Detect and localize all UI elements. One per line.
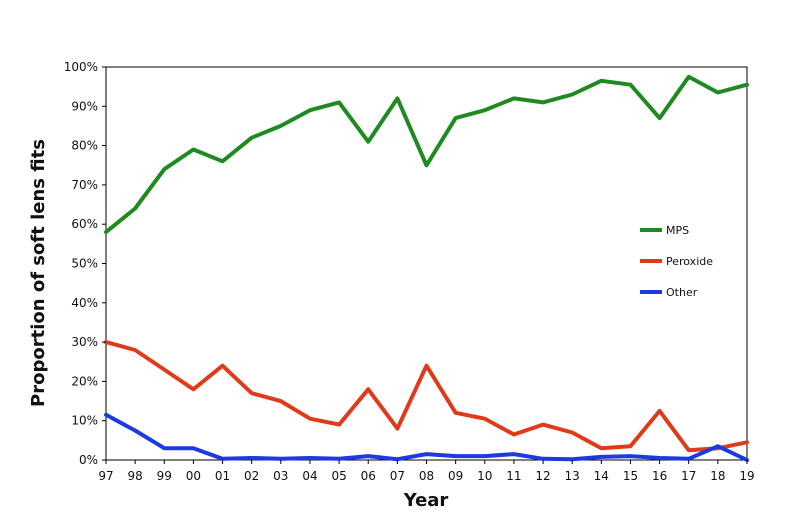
x-tick-label: 05 — [331, 469, 346, 483]
legend-label-other: Other — [666, 286, 698, 299]
x-tick-label: 17 — [681, 469, 696, 483]
plot-area — [105, 66, 748, 461]
x-tick-label: 12 — [535, 469, 550, 483]
y-tick-label: 50% — [71, 257, 98, 271]
x-tick-label: 06 — [361, 469, 376, 483]
series-line-peroxide — [104, 340, 749, 453]
x-tick-label: 10 — [477, 469, 492, 483]
x-tick-label: 13 — [565, 469, 580, 483]
series-layer — [104, 74, 749, 462]
y-tick-label: 90% — [71, 99, 98, 113]
y-tick-label: 60% — [71, 217, 98, 231]
series-line-mps — [104, 74, 749, 235]
x-tick-label: 15 — [623, 469, 638, 483]
y-tick-label: 100% — [64, 60, 98, 74]
y-axis-ticks: 0% 10% 20% 30% 40% 50% 60% 70% 80% 90% 100% — [64, 60, 106, 467]
x-tick-label: 03 — [273, 469, 288, 483]
x-tick-label: 00 — [186, 469, 201, 483]
legend-label-peroxide: Peroxide — [666, 255, 713, 268]
x-tick-label: 02 — [244, 469, 259, 483]
y-tick-label: 30% — [71, 335, 98, 349]
x-tick-label: 07 — [390, 469, 405, 483]
series-line-other — [104, 412, 749, 462]
y-axis-title: Proportion of soft lens fits — [28, 139, 49, 407]
legend-label-mps: MPS — [666, 224, 689, 237]
x-axis-ticks: 97 98 99 00 01 02 03 04 05 06 07 08 09 10 11 12 13 14 15 16… — [98, 460, 755, 483]
y-tick-label: 70% — [71, 178, 98, 192]
x-tick-label: 98 — [127, 469, 142, 483]
legend: MPS Peroxide Other — [640, 224, 713, 299]
x-tick-label: 99 — [157, 469, 172, 483]
y-tick-label: 20% — [71, 374, 98, 388]
y-tick-label: 10% — [71, 414, 98, 428]
x-axis-title: Year — [403, 490, 449, 511]
x-tick-label: 01 — [215, 469, 230, 483]
x-tick-label: 19 — [739, 469, 754, 483]
x-tick-label: 97 — [98, 469, 113, 483]
y-tick-label: 40% — [71, 296, 98, 310]
x-tick-label: 08 — [419, 469, 434, 483]
x-tick-label: 16 — [652, 469, 667, 483]
x-tick-label: 18 — [710, 469, 725, 483]
x-tick-label: 11 — [506, 469, 521, 483]
x-tick-label: 04 — [302, 469, 317, 483]
x-tick-label: 14 — [594, 469, 609, 483]
y-tick-label: 0% — [79, 453, 98, 467]
y-tick-label: 80% — [71, 139, 98, 153]
x-tick-label: 09 — [448, 469, 463, 483]
